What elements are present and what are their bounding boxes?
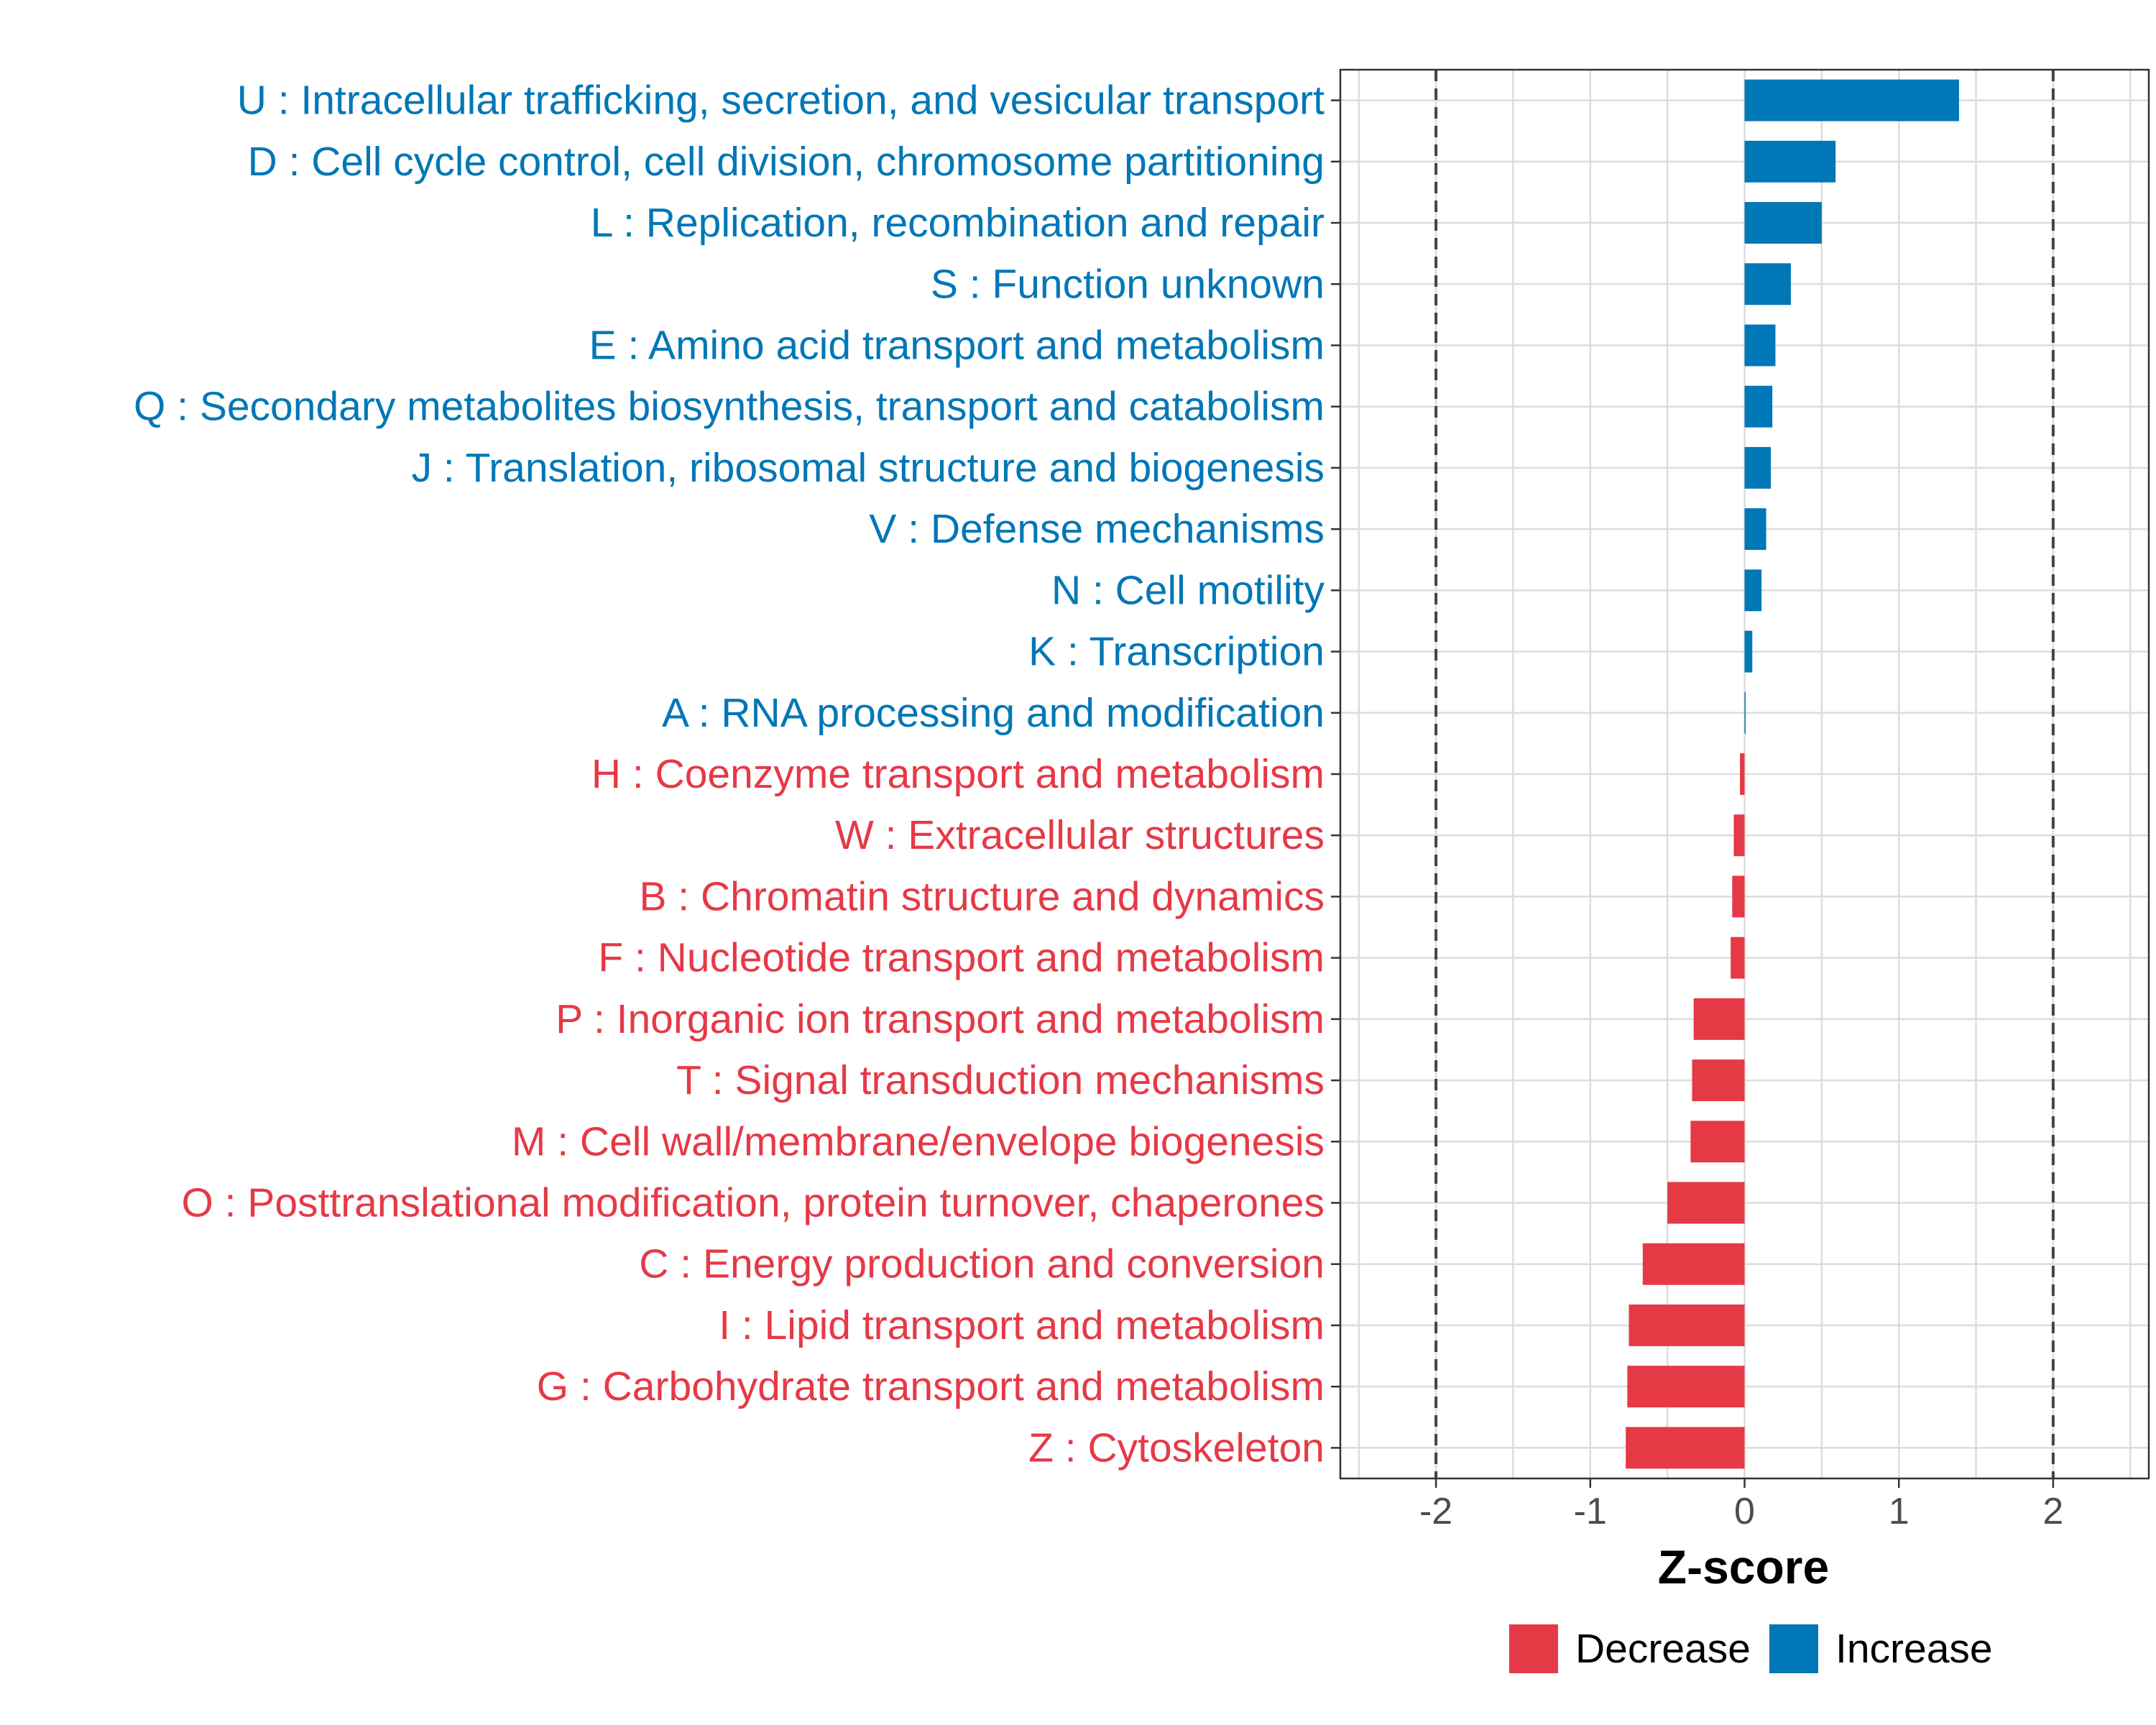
x-tick-label: 1 <box>1889 1491 1909 1532</box>
bar <box>1744 140 1836 183</box>
legend-swatch <box>1769 1624 1818 1673</box>
bar <box>1744 263 1791 305</box>
bars <box>1626 79 1959 1469</box>
category-label: K : Transcription <box>1028 629 1325 675</box>
bar <box>1744 508 1766 551</box>
legend-label: Increase <box>1835 1626 1993 1672</box>
legend: Decrease Increase <box>1509 1624 1993 1673</box>
category-label: O : Posttranslational modification, prot… <box>181 1180 1325 1226</box>
bar <box>1627 1366 1745 1408</box>
category-label: W : Extracellular structures <box>835 812 1325 858</box>
bar <box>1690 1121 1745 1163</box>
category-label: Z : Cytoskeleton <box>1028 1425 1325 1471</box>
bar <box>1692 1059 1745 1102</box>
category-label: D : Cell cycle control, cell division, c… <box>248 139 1325 185</box>
bar <box>1744 324 1776 367</box>
bar <box>1667 1182 1745 1224</box>
category-label: Q : Secondary metabolites biosynthesis, … <box>134 384 1325 430</box>
bar <box>1628 1304 1745 1346</box>
bar <box>1744 202 1822 244</box>
bar <box>1744 691 1746 734</box>
bar <box>1693 998 1745 1040</box>
x-tick-label: -1 <box>1574 1491 1607 1532</box>
category-label: B : Chromatin structure and dynamics <box>639 873 1325 919</box>
category-label: G : Carbohydrate transport and metabolis… <box>537 1363 1325 1409</box>
bar <box>1733 814 1745 857</box>
category-label: M : Cell wall/membrane/envelope biogenes… <box>512 1118 1325 1164</box>
y-axis-ticks <box>1331 99 1340 1449</box>
bar <box>1744 630 1753 673</box>
x-tick-label: 0 <box>1734 1491 1755 1532</box>
category-label: I : Lipid transport and metabolism <box>719 1302 1325 1348</box>
category-label: J : Translation, ribosomal structure and… <box>412 445 1325 491</box>
bar <box>1642 1243 1745 1285</box>
category-label: C : Energy production and conversion <box>639 1241 1325 1287</box>
reference-lines <box>1434 70 2055 1478</box>
category-label: P : Inorganic ion transport and metaboli… <box>556 996 1325 1042</box>
category-label: L : Replication, recombination and repai… <box>591 200 1325 246</box>
bar <box>1732 875 1745 918</box>
legend-label: Decrease <box>1575 1626 1751 1672</box>
category-label: V : Defense mechanisms <box>869 506 1325 552</box>
bar <box>1744 385 1773 428</box>
category-label: S : Function unknown <box>931 261 1325 307</box>
bar <box>1744 79 1959 121</box>
bar <box>1744 446 1771 489</box>
bar <box>1731 937 1745 979</box>
category-label: E : Amino acid transport and metabolism <box>589 322 1325 368</box>
x-tick-label: 2 <box>2042 1491 2063 1532</box>
bar <box>1626 1427 1745 1469</box>
x-axis-ticks: -2 -1 0 1 2 <box>1419 1478 2063 1532</box>
bar <box>1744 569 1762 612</box>
category-label: H : Coenzyme transport and metabolism <box>591 751 1325 797</box>
category-label: A : RNA processing and modification <box>662 690 1325 736</box>
category-label: U : Intracellular trafficking, secretion… <box>237 78 1325 124</box>
category-label: N : Cell motility <box>1051 567 1325 613</box>
bar <box>1740 753 1745 795</box>
x-tick-label: -2 <box>1419 1491 1452 1532</box>
category-labels: U : Intracellular trafficking, secretion… <box>134 78 1325 1471</box>
category-label: T : Signal transduction mechanisms <box>676 1057 1325 1103</box>
legend-swatch <box>1509 1624 1558 1673</box>
category-label: F : Nucleotide transport and metabolism <box>598 935 1325 981</box>
x-axis-title: Z-score <box>1658 1540 1829 1593</box>
